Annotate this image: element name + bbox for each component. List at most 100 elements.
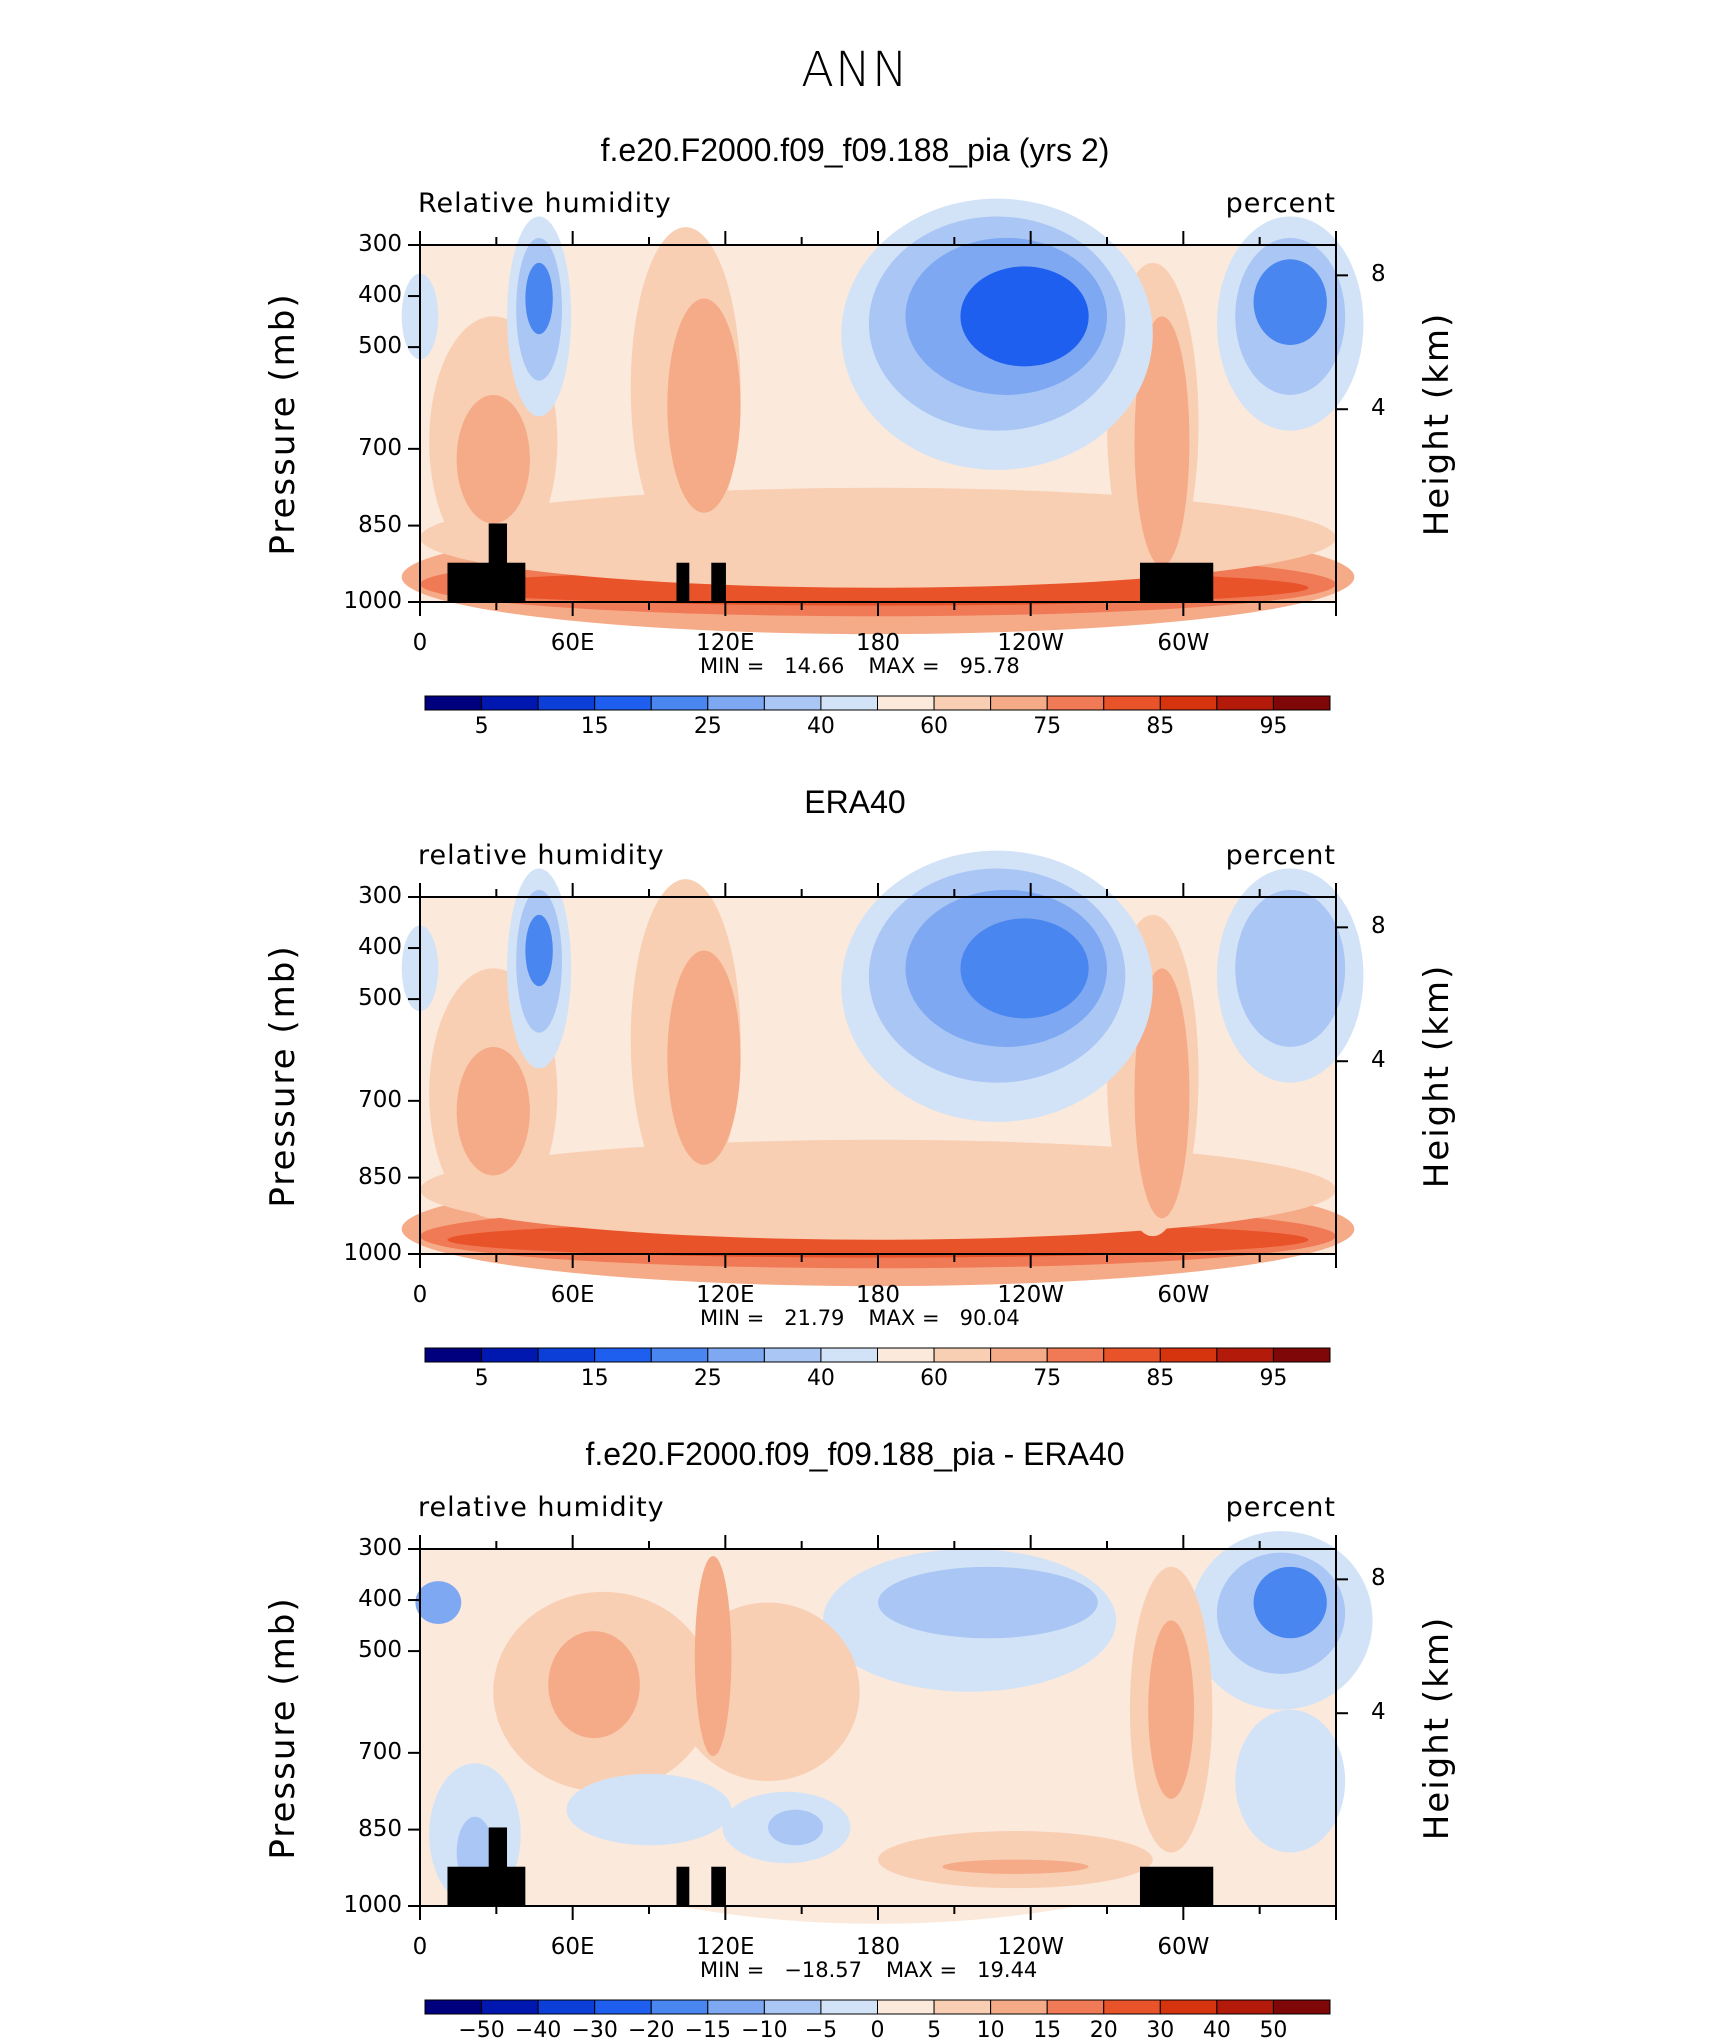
contour-region	[1253, 1566, 1327, 1639]
y-tick-label: 500	[358, 1637, 402, 1664]
colorbar-label: 40	[806, 1366, 835, 1391]
colorbar-label: 40	[806, 714, 835, 739]
contour-region	[960, 266, 1089, 367]
contour-region	[1148, 1620, 1195, 1799]
colorbar-label: −10	[741, 2018, 788, 2043]
contour-region	[960, 918, 1089, 1019]
contour-region	[878, 1566, 1098, 1639]
x-tick-label: 180	[856, 1282, 900, 1308]
y-tick-label: 300	[358, 883, 402, 909]
topography-mask	[1139, 1866, 1214, 1906]
y-tick-label: 1000	[343, 588, 402, 614]
colorbar-label: −50	[458, 2018, 505, 2043]
x-tick-label: 60E	[550, 1282, 595, 1308]
colorbar-swatch	[820, 695, 878, 711]
colorbar-swatch	[1272, 695, 1331, 711]
y-tick-label: 1000	[343, 1892, 402, 1918]
topography-mask	[711, 562, 726, 602]
colorbar-label: 15	[580, 1366, 609, 1391]
y-tick-label: 300	[358, 231, 402, 257]
y-tick-label: 400	[358, 934, 402, 961]
y-tick-label: 1000	[343, 1240, 402, 1266]
height-tick-label: 4	[1371, 395, 1386, 422]
colorbar-swatch	[763, 1347, 822, 1363]
colorbar-swatch	[594, 1347, 652, 1363]
topography-mask	[1139, 562, 1214, 602]
left-label: relative humidity	[418, 840, 665, 871]
colorbar-label: 40	[1202, 2018, 1231, 2043]
colorbar-label: 25	[693, 1366, 722, 1391]
min-label: MIN =	[700, 1306, 765, 1330]
topography-mask	[488, 1827, 508, 1906]
contour-region	[420, 487, 1336, 588]
right-label: percent	[1225, 1492, 1336, 1523]
min-value: 14.66	[784, 654, 845, 678]
y2-axis-title: Height (km)	[1417, 963, 1457, 1188]
max-label: MAX =	[886, 1958, 958, 1982]
height-tick-label: 8	[1371, 913, 1386, 940]
y-tick-label: 850	[358, 1815, 402, 1842]
colorbar-swatch	[1272, 1347, 1331, 1363]
topography-mask	[711, 1866, 726, 1906]
colorbar-swatch	[1159, 1999, 1218, 2015]
colorbar-swatch	[933, 1999, 992, 2015]
contour-region	[667, 298, 741, 513]
min-label: MIN =	[700, 654, 765, 678]
max-value: 95.78	[959, 654, 1020, 678]
colorbar-swatch	[650, 1999, 709, 2015]
colorbar-label: 75	[1033, 1366, 1062, 1391]
colorbar-label: 60	[920, 1366, 949, 1391]
left-label: relative humidity	[418, 1492, 665, 1523]
contour-region	[1235, 1709, 1346, 1853]
colorbar-swatch	[933, 695, 992, 711]
colorbar-swatch	[933, 1347, 992, 1363]
x-tick-label: 180	[856, 1934, 900, 1960]
colorbar-swatch	[707, 695, 765, 711]
y-axis-title: Pressure (mb)	[263, 291, 303, 556]
colorbar-label: 30	[1146, 2018, 1175, 2043]
y-tick-label: 400	[358, 282, 402, 309]
left-label: Relative humidity	[418, 188, 672, 219]
x-tick-label: 180	[856, 630, 900, 656]
max-value: 19.44	[977, 1958, 1038, 1982]
colorbar-swatch	[594, 1999, 652, 2015]
colorbar	[424, 1999, 1331, 2015]
colorbar-label: 15	[580, 714, 609, 739]
colorbar-swatch	[820, 1347, 878, 1363]
colorbar-label: 5	[474, 1366, 489, 1391]
colorbar-label: 95	[1259, 714, 1288, 739]
max-label: MAX =	[868, 654, 940, 678]
min-value: −18.57	[784, 1958, 863, 1982]
contour-region	[1134, 316, 1190, 567]
contour-field	[401, 198, 1364, 635]
colorbar-swatch	[990, 695, 1048, 711]
contour-field	[415, 1531, 1373, 1924]
contour-plot	[401, 198, 1364, 635]
colorbar-swatch	[594, 695, 652, 711]
height-tick-label: 4	[1371, 1699, 1386, 1726]
colorbar-swatch	[537, 1999, 596, 2015]
contour-region	[694, 1556, 732, 1757]
colorbar-label: 50	[1259, 2018, 1288, 2043]
x-tick-label: 60E	[550, 1934, 595, 1960]
min-max-stats: MIN = 21.79 MAX = 90.04	[700, 1306, 1040, 1330]
contour-region	[566, 1773, 732, 1846]
colorbar-label: −5	[804, 2018, 838, 2043]
colorbar-swatch	[1159, 1347, 1218, 1363]
colorbar-swatch	[650, 695, 709, 711]
colorbar-swatch	[1103, 1999, 1161, 2015]
colorbar-label: 25	[693, 714, 722, 739]
y-tick-label: 700	[358, 1738, 402, 1765]
panel-title: f.e20.F2000.f09_f09.188_pia (yrs 2)	[600, 132, 1110, 168]
contour-region	[415, 1581, 462, 1624]
x-tick-label: 120E	[696, 1934, 755, 1960]
x-tick-label: 0	[412, 1934, 428, 1960]
colorbar	[424, 1347, 1331, 1363]
min-max-stats: MIN = 14.66 MAX = 95.78	[700, 654, 1040, 678]
height-tick-label: 4	[1371, 1047, 1386, 1074]
colorbar-label: 20	[1089, 2018, 1118, 2043]
y-tick-label: 400	[358, 1586, 402, 1613]
colorbar-swatch	[707, 1999, 765, 2015]
contour-region	[548, 1631, 640, 1739]
colorbar-swatch	[481, 695, 539, 711]
